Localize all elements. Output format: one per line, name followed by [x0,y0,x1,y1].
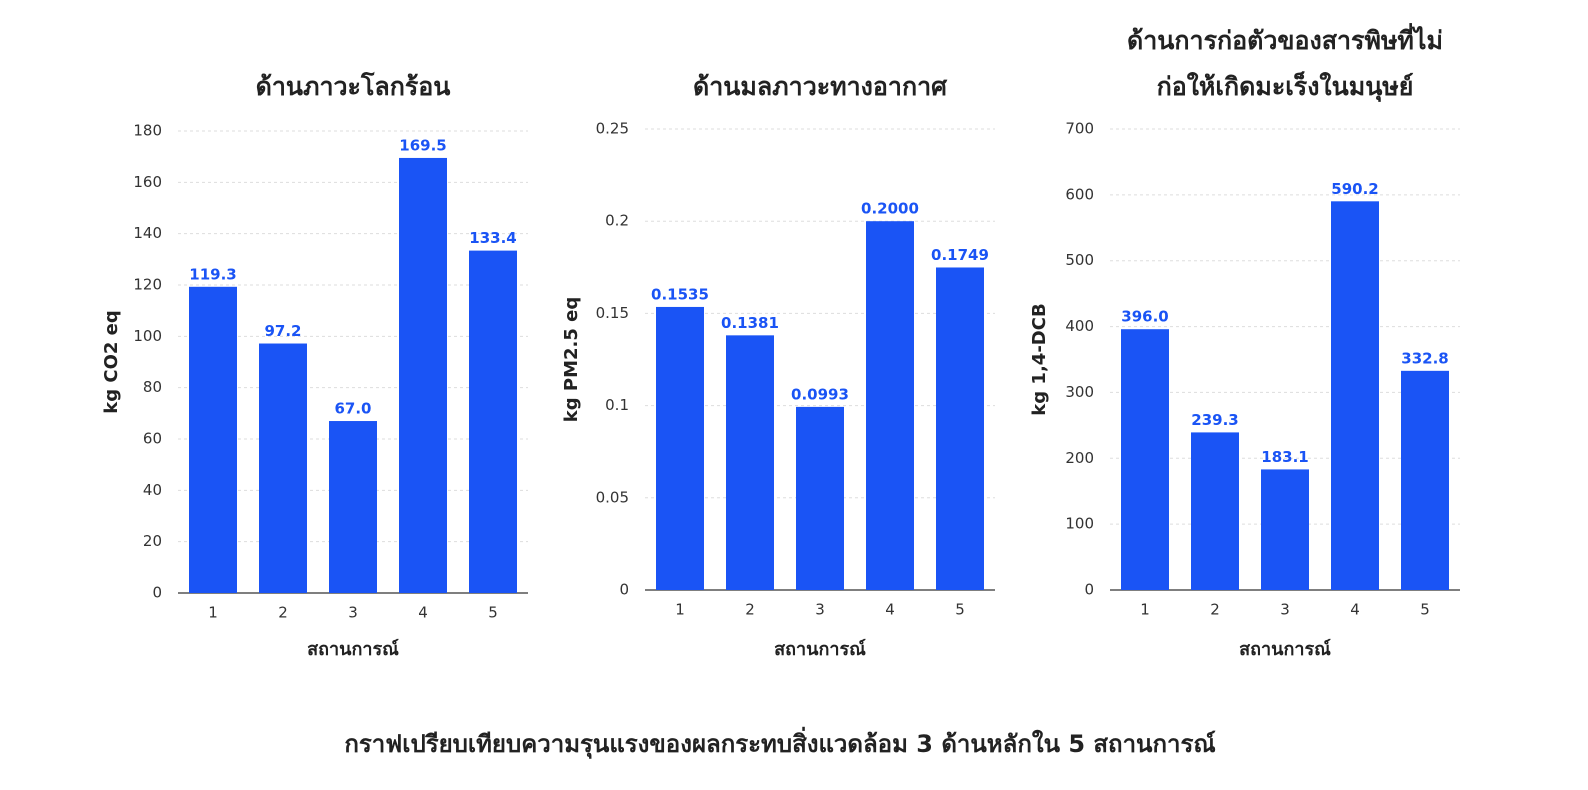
x-tick-label: 5 [955,601,965,619]
x-tick-label: 4 [1350,601,1360,619]
x-tick-label: 2 [1210,601,1220,619]
bar [726,335,774,590]
value-label: 169.5 [399,136,446,154]
value-label: 239.3 [1191,411,1238,429]
bar [656,306,704,590]
bar [1401,370,1449,590]
x-tick-label: 5 [1420,601,1430,619]
y-tick-label: 180 [133,122,162,140]
value-label: 396.0 [1121,308,1168,326]
x-tick-label: 2 [745,601,755,619]
x-axis-title: สถานการณ์ [774,638,866,660]
bar [259,343,307,593]
value-label: 0.2000 [861,200,919,218]
x-tick-label: 1 [1140,601,1150,619]
value-label: 590.2 [1331,180,1378,198]
bar [936,267,984,590]
x-tick-label: 1 [675,601,685,619]
bar [866,221,914,590]
x-axis-title: สถานการณ์ [307,638,399,660]
y-tick-label: 400 [1065,317,1094,335]
x-tick-label: 4 [885,601,895,619]
bar [1331,201,1379,590]
y-tick-label: 0.2 [605,212,629,230]
x-axis-title: สถานการณ์ [1239,638,1331,660]
x-tick-label: 5 [488,604,498,622]
bar [329,421,377,593]
value-label: 67.0 [334,400,371,418]
y-tick-label: 300 [1065,383,1094,401]
bar [399,157,447,593]
bar [1121,329,1169,590]
x-tick-label: 3 [1280,601,1290,619]
bar [796,406,844,590]
y-tick-label: 80 [143,378,162,396]
y-tick-label: 0.05 [596,488,629,506]
bar [189,286,237,593]
y-tick-label: 0 [1084,581,1094,599]
y-tick-label: 60 [143,430,162,448]
value-label: 0.1535 [651,285,709,303]
y-tick-label: 200 [1065,449,1094,467]
y-tick-label: 20 [143,532,162,550]
chart-title: ด้านการก่อตัวของสารพิษที่ไม่ [1127,23,1443,55]
value-label: 119.3 [189,265,236,283]
chart-title: ด้านมลภาวะทางอากาศ [693,72,948,101]
x-tick-label: 3 [815,601,825,619]
value-label: 0.1749 [931,246,989,264]
y-tick-label: 0 [619,581,629,599]
y-tick-label: 500 [1065,251,1094,269]
caption: กราฟเปรียบเทียบความรุนแรงของผลกระทบสิ่งแ… [344,726,1215,760]
value-label: 97.2 [264,322,301,340]
y-tick-label: 100 [133,327,162,345]
y-tick-label: 0 [152,584,162,602]
chart-title: ด้านภาวะโลกร้อน [256,71,451,101]
value-label: 0.0993 [791,385,849,403]
y-axis-title: kg PM2.5 eq [561,297,582,422]
bar [1191,432,1239,590]
y-tick-label: 140 [133,224,162,242]
y-tick-label: 100 [1065,515,1094,533]
y-axis-title: kg 1,4-DCB [1029,303,1050,415]
chart-title: ก่อให้เกิดมะเร็งในมนุษย์ [1157,71,1414,103]
bar [469,250,517,593]
y-tick-label: 0.15 [596,304,629,322]
y-tick-label: 700 [1065,120,1094,138]
y-tick-label: 0.25 [596,120,629,138]
value-label: 183.1 [1261,448,1308,466]
y-tick-label: 0.1 [605,396,629,414]
value-label: 133.4 [469,229,516,247]
x-tick-label: 1 [208,604,218,622]
bar [1261,469,1309,590]
y-tick-label: 160 [133,173,162,191]
value-label: 0.1381 [721,314,779,332]
y-axis-title: kg CO2 eq [101,310,122,414]
x-tick-label: 2 [278,604,288,622]
x-tick-label: 3 [348,604,358,622]
x-tick-label: 4 [418,604,428,622]
y-tick-label: 600 [1065,185,1094,203]
value-label: 332.8 [1401,349,1448,367]
y-tick-label: 40 [143,481,162,499]
y-tick-label: 120 [133,276,162,294]
